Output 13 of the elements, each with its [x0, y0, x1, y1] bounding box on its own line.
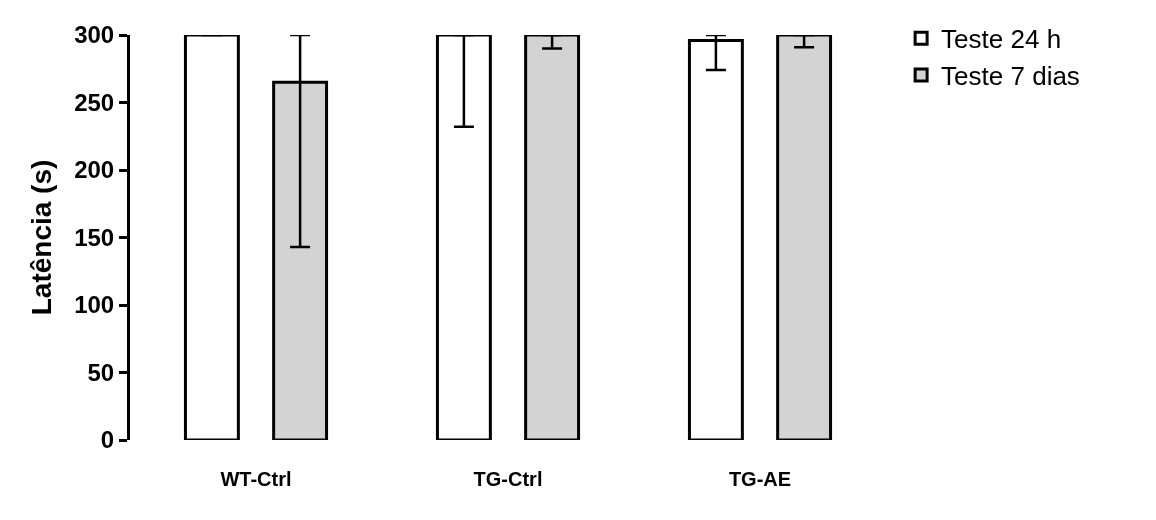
- y-tick-label: 100: [74, 291, 115, 319]
- y-tick-label: 150: [74, 223, 115, 251]
- x-tick-label: WT-Ctrl: [220, 468, 292, 490]
- y-tick-label: 300: [74, 21, 115, 49]
- x-tick-label: TG-Ctrl: [473, 468, 543, 490]
- legend-label: Teste 7 dias: [941, 61, 1080, 92]
- y-axis-title: Latência (s): [25, 159, 57, 316]
- x-tick-label: TG-AE: [728, 468, 792, 490]
- y-tick-label: 50: [87, 358, 115, 386]
- y-tick-label: 0: [100, 426, 115, 454]
- legend-label: Teste 24 h: [941, 24, 1062, 55]
- y-tick-label: 200: [74, 156, 115, 184]
- y-tick-label: 250: [74, 88, 115, 116]
